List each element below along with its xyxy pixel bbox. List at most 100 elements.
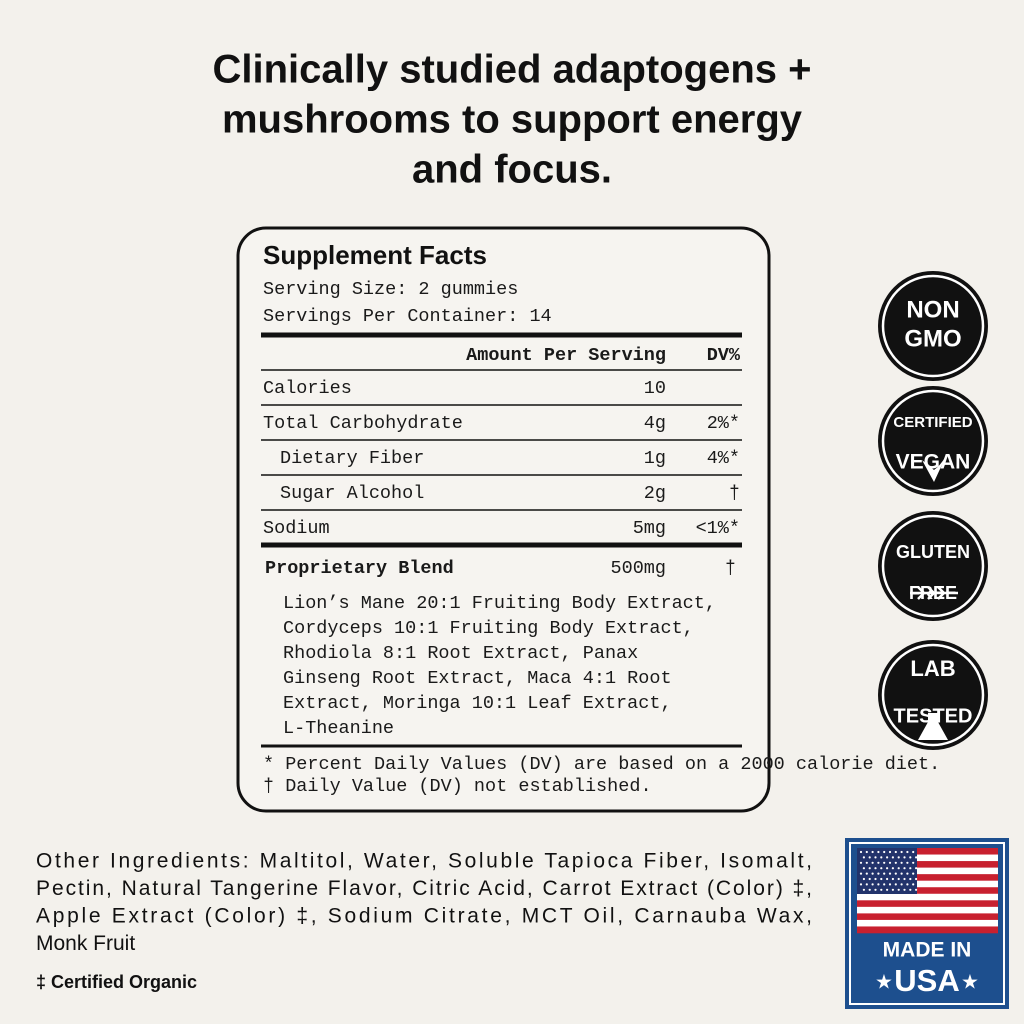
vegan-icon: [922, 456, 946, 482]
certified-note: ‡ Certified Organic: [36, 972, 197, 992]
header: Amount Per Serving: [466, 345, 666, 366]
row-label: Calories: [263, 378, 352, 399]
headline: mushrooms to support energy: [222, 98, 803, 142]
blend-ingredient: Lion’s Mane 20:1 Fruiting Body Extract,: [283, 593, 716, 614]
flag-star: [874, 877, 877, 881]
flag-star: [915, 867, 918, 870]
flag-star: [880, 877, 883, 881]
footnote: † Daily Value (DV) not established.: [263, 776, 652, 797]
made-in-country: USA: [894, 963, 959, 998]
flag-stripe: [857, 854, 998, 862]
row-dv: 2%*: [707, 413, 740, 434]
flag-star: [859, 850, 863, 854]
flag-star: [909, 888, 912, 891]
flag-star: [903, 867, 906, 870]
flag-stripe: [857, 874, 998, 881]
row-label: Sugar Alcohol: [280, 483, 424, 504]
flag-star: [871, 850, 874, 854]
flag-star: [897, 888, 900, 891]
flag-star: [883, 883, 886, 886]
flag-star: [909, 856, 912, 859]
flag-stripe: [857, 867, 998, 875]
flag-star: [897, 877, 900, 881]
badge: [878, 386, 988, 496]
servings-per-container: Servings Per Container: 14: [263, 306, 552, 327]
flag-stripe: [857, 926, 998, 934]
flag-star: [909, 877, 912, 881]
flag-star: [906, 861, 909, 864]
badge-text: GMO: [904, 325, 961, 352]
flag-star: [903, 856, 906, 859]
flag-star: [906, 850, 909, 854]
flag-star: [871, 872, 874, 875]
star-icon: ★: [875, 971, 893, 993]
badge-ring: [881, 514, 985, 618]
flag-star: [897, 856, 900, 859]
flag-star: [886, 856, 889, 859]
row-dv: <1%*: [696, 518, 740, 539]
flag-star: [874, 867, 877, 870]
flag-star: [903, 877, 906, 881]
flag-stripe: [857, 861, 998, 868]
flag-star: [912, 850, 915, 854]
flag-stripe: [857, 848, 998, 855]
flag-star: [868, 856, 871, 859]
badge-ring: [881, 643, 985, 747]
blend-label: Proprietary Blend: [265, 558, 454, 579]
flag-star: [880, 888, 883, 891]
flag-canton: [857, 848, 917, 894]
flag-star: [859, 883, 863, 886]
flag-star: [877, 850, 880, 854]
flag-star: [868, 888, 871, 891]
flag-star: [874, 856, 877, 859]
flag-star: [871, 861, 874, 864]
wheat-icon: [910, 586, 958, 600]
flag-star: [877, 861, 880, 864]
blend-ingredient: Extract, Moringa 10:1 Leaf Extract,: [283, 693, 672, 714]
flag-star: [888, 872, 892, 875]
flag-star: [868, 877, 871, 881]
blend-amount: 500mg: [610, 558, 666, 579]
flag-star: [891, 888, 895, 891]
flag-star: [900, 872, 903, 875]
flag-star: [886, 867, 889, 870]
flag-star: [897, 867, 900, 870]
flag-star: [865, 872, 868, 875]
flag-star: [912, 861, 915, 864]
flag-star: [900, 850, 903, 854]
flag-star: [874, 888, 877, 891]
star-icon: ★: [961, 971, 979, 993]
flag-star: [906, 883, 909, 886]
flag-star: [912, 883, 915, 886]
flag-star: [915, 888, 918, 891]
flag-star: [894, 861, 897, 864]
badge: [878, 271, 988, 381]
flag-star: [880, 856, 883, 859]
flag-star: [883, 872, 886, 875]
row-label: Dietary Fiber: [280, 448, 424, 469]
flag-star: [912, 872, 915, 875]
flag-star: [862, 856, 866, 859]
headline: Clinically studied adaptogens +: [212, 48, 811, 92]
flag-star: [883, 861, 886, 864]
blend-ingredient: Cordyceps 10:1 Fruiting Body Extract,: [283, 618, 694, 639]
flag-stripe: [857, 919, 998, 927]
badge-text: LAB: [910, 656, 955, 681]
row-amount: 10: [644, 378, 666, 399]
flag-star: [877, 872, 880, 875]
flag-star: [883, 850, 886, 854]
flag-star: [891, 877, 895, 881]
other-ingredients: Pectin, Natural Tangerine Flavor, Citric…: [36, 877, 812, 900]
flag-star: [888, 883, 892, 886]
flag-star: [906, 872, 909, 875]
made-in: MADE IN: [883, 939, 972, 962]
facts-panel: [236, 226, 771, 813]
flag-star: [865, 861, 868, 864]
badge: [878, 511, 988, 621]
flag-star: [871, 883, 874, 886]
other-ingredients: Apple Extract (Color) ‡, Sodium Citrate,…: [36, 905, 812, 928]
flag-star: [900, 883, 903, 886]
flag-star: [862, 877, 866, 881]
badge-ring: [881, 274, 985, 378]
